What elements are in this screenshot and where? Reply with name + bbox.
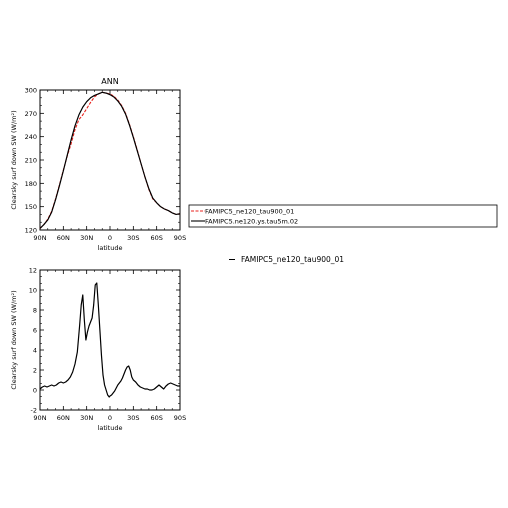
- x-tick-label: 60S: [150, 414, 162, 422]
- legend: FAMIPC5_ne120_tau900_01 FAMIPC5.ne120.ys.…: [188, 204, 498, 228]
- x-axis-label: latitude: [98, 244, 123, 252]
- x-tick-label: 0: [108, 414, 112, 422]
- y-tick-label: 150: [25, 203, 37, 211]
- y-tick-label: 210: [25, 157, 37, 165]
- series-line-1: [39, 91, 181, 229]
- legend: FAMIPC5_ne120_tau900_01: [229, 255, 344, 264]
- legend-entry: FAMIPC5_ne120_tau900_01: [205, 208, 294, 216]
- y-axis-label: Clearsky surf down SW (W/m²): [10, 290, 18, 389]
- x-tick-label: 90N: [33, 234, 46, 242]
- x-tick-label: 30S: [127, 414, 139, 422]
- y-tick-label: 8: [33, 307, 37, 315]
- y-tick-label: 4: [33, 347, 37, 355]
- y-tick-label: 180: [25, 180, 37, 188]
- x-tick-label: 30N: [80, 414, 93, 422]
- y-tick-label: 10: [29, 287, 37, 295]
- bottom-chart: 90N 60N 30N 0 30S 60S 90S -2 0 2 4 6 8 10 12 latitude Cl…: [10, 255, 344, 432]
- y-tick-label: 2: [33, 367, 37, 375]
- x-tick-label: 0: [108, 234, 112, 242]
- y-tick-label: 120: [25, 227, 37, 235]
- x-tick-label: 90N: [33, 414, 46, 422]
- y-axis-label: Clearsky surf down SW (W/m²): [10, 110, 18, 209]
- legend-frame: [188, 204, 498, 228]
- plot-frame: [39, 269, 181, 411]
- y-tick-label: 12: [29, 267, 37, 275]
- y-tick-label: -2: [31, 407, 37, 415]
- y-tick-label: 240: [25, 133, 37, 141]
- x-tick-label: 60N: [57, 234, 70, 242]
- series-line-2: [39, 91, 181, 229]
- x-tick-label: 60N: [57, 414, 70, 422]
- y-tick-label: 6: [33, 327, 37, 335]
- y-tick-label: 0: [33, 387, 37, 395]
- y-tick-label: 300: [25, 87, 37, 95]
- x-axis-label: latitude: [98, 424, 123, 432]
- series-line-1: [39, 282, 180, 398]
- x-tick-label: 30N: [80, 234, 93, 242]
- plot-frame: [39, 89, 181, 231]
- legend-entry: FAMIPC5_ne120_tau900_01: [241, 255, 344, 264]
- chart-title: ANN: [101, 77, 118, 86]
- x-tick-label: 30S: [127, 234, 139, 242]
- legend-entry: FAMIPC5.ne120.ys.tau5m.02: [205, 218, 298, 226]
- x-tick-label: 90S: [174, 414, 186, 422]
- top-chart: ANN 90N 60N 30N 0 30S 60S 90S 120 150 180 210 240 270…: [10, 77, 498, 252]
- y-tick-label: 270: [25, 110, 37, 118]
- x-tick-label: 60S: [150, 234, 162, 242]
- x-tick-label: 90S: [174, 234, 186, 242]
